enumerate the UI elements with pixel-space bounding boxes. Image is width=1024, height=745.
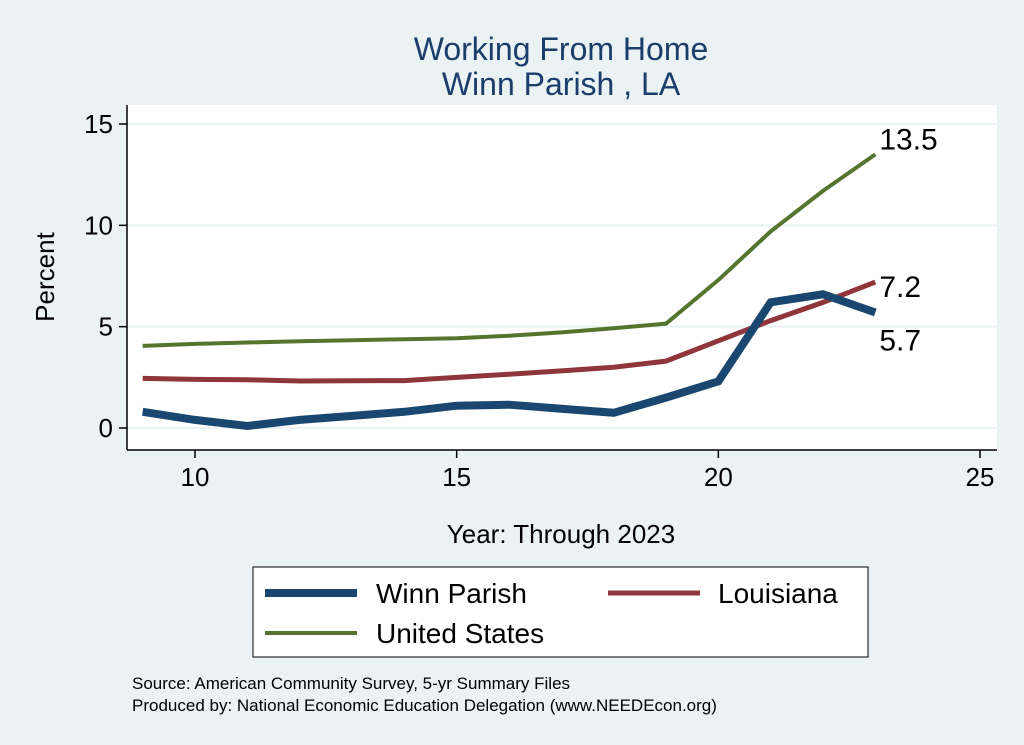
gridlines [127, 123, 997, 429]
produced-by-note: Produced by: National Economic Education… [132, 696, 717, 715]
end-label-united-states: 13.5 [879, 123, 937, 156]
series-line-united-states [142, 152, 877, 348]
legend [252, 566, 869, 658]
x-tick-label-10: 10 [181, 462, 210, 492]
x-axis-label: Year: Through 2023 [447, 519, 675, 549]
end-labels: 7.2 13.5 5.7 [879, 123, 937, 357]
x-tick-label-15: 15 [442, 462, 471, 492]
y-tick-label-0: 0 [99, 413, 113, 443]
legend-items: Winn Parish Louisiana United States [265, 578, 838, 649]
chart-title: Working From Home [414, 31, 709, 67]
x-axis-ticks: 10 15 20 25 [181, 450, 995, 492]
plot-area [127, 105, 997, 450]
y-tick-label-10: 10 [84, 210, 113, 240]
end-label-winn-parish: 5.7 [879, 324, 921, 357]
x-tick-label-20: 20 [704, 462, 733, 492]
y-axis-label: Percent [30, 231, 60, 321]
end-label-louisiana: 7.2 [879, 271, 921, 304]
legend-label-united-states: United States [376, 618, 544, 649]
chart-subtitle: Winn Parish , LA [442, 66, 681, 102]
y-tick-label-15: 15 [84, 109, 113, 139]
series-line-winn-parish [142, 290, 877, 431]
x-tick-label-25: 25 [966, 462, 995, 492]
series-lines [142, 152, 877, 431]
legend-label-louisiana: Louisiana [718, 578, 838, 609]
source-note: Source: American Community Survey, 5-yr … [132, 674, 570, 693]
y-tick-label-5: 5 [99, 312, 113, 342]
y-axis-ticks: 0 5 10 15 [84, 109, 127, 443]
legend-label-winn-parish: Winn Parish [376, 578, 527, 609]
